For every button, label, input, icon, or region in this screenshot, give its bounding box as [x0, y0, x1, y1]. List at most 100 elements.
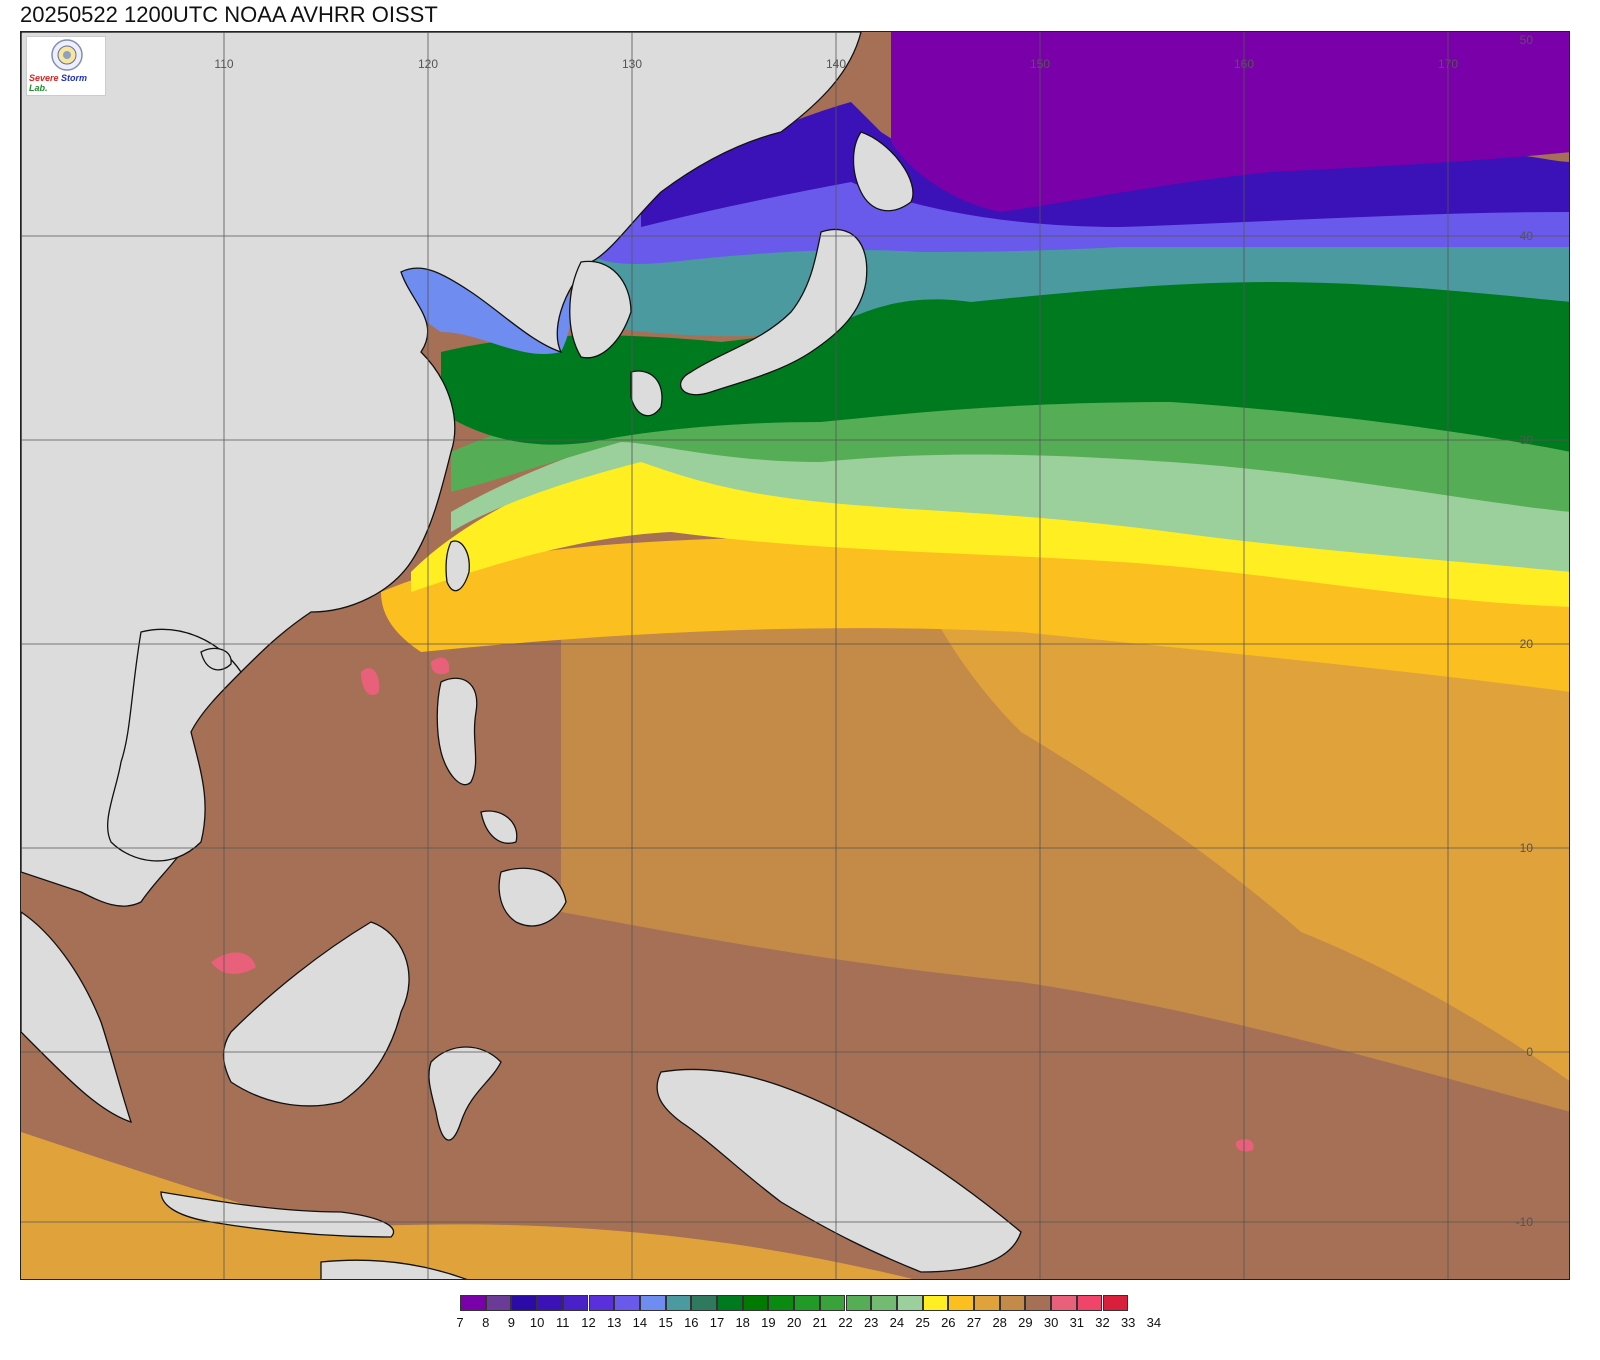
land-indochina: [107, 628, 242, 862]
lon-tick-label: 120: [418, 57, 438, 71]
land-malay-sumatra: [21, 911, 133, 1124]
land-luzon: [436, 677, 478, 786]
land-sulawesi: [428, 1046, 502, 1141]
sst-band-31-b: [361, 668, 380, 696]
land-kyushu: [630, 370, 663, 417]
map-title: 20250522 1200UTC NOAA AVHRR OISST: [20, 2, 438, 27]
land-hainan: [200, 647, 232, 671]
legend-swatch: [460, 1295, 486, 1311]
land-taiwan: [445, 540, 470, 592]
lon-tick-label: 130: [622, 57, 642, 71]
sst-band-10: [641, 102, 1569, 227]
legend-swatch: [1102, 1295, 1129, 1311]
logo-text: Severe Storm Lab.: [29, 73, 88, 93]
legend-swatch: [614, 1295, 640, 1311]
land-new-guinea: [656, 1068, 1022, 1273]
lat-tick-label: 10: [1520, 841, 1534, 855]
lon-tick-label: 140: [826, 57, 846, 71]
graticule: [21, 32, 1569, 1279]
legend-swatch: [691, 1295, 717, 1311]
sst-band-7: [891, 32, 1569, 212]
sst-band-26: [411, 452, 1569, 607]
legend-swatch: [639, 1295, 666, 1311]
legend-swatch: [794, 1295, 820, 1311]
legend-label: 22: [838, 1315, 853, 1330]
lat-tick-label: 30: [1520, 433, 1534, 447]
legend-label: 30: [1043, 1315, 1059, 1330]
legend-swatch: [742, 1295, 769, 1311]
legend-swatch: [768, 1295, 795, 1311]
legend-label: 18: [735, 1315, 750, 1330]
legend-swatch: [871, 1295, 897, 1311]
lon-tick-label: 170: [1438, 57, 1458, 71]
land-australia-top: [320, 1259, 468, 1279]
legend-label: 21: [812, 1315, 828, 1330]
legend-label: 19: [761, 1315, 776, 1330]
legend-label: 29: [1018, 1315, 1033, 1330]
legend-label: 13: [606, 1315, 622, 1330]
sst-band-31-c: [431, 657, 450, 675]
legend-label: 12: [581, 1315, 596, 1330]
land-java: [160, 1191, 394, 1238]
legend-swatch: [845, 1295, 872, 1311]
legend-label: 17: [709, 1315, 725, 1330]
legend-label: 15: [658, 1315, 673, 1330]
lat-tick-label: 20: [1520, 637, 1534, 651]
legend-swatch: [511, 1295, 538, 1311]
lon-tick-label: 110: [214, 57, 233, 71]
legend-label: 10: [529, 1315, 545, 1330]
legend-label: 26: [941, 1315, 956, 1330]
legend-label: 8: [482, 1315, 490, 1330]
map-frame: 110 120 130 140 150 160 170 50 40 30 20 10 0 -10: [20, 31, 1570, 1280]
sst-band-28b: [21, 1132, 513, 1279]
legend-swatch: [819, 1295, 846, 1311]
legend-label: 14: [632, 1315, 648, 1330]
sst-band-19: [441, 267, 1569, 452]
legend-swatch: [974, 1295, 1000, 1311]
legend-label: 28: [992, 1315, 1007, 1330]
legend-swatch: [665, 1295, 692, 1311]
legend-swatch: [1076, 1295, 1103, 1311]
legend-swatch: [896, 1295, 923, 1311]
land-mindanao: [498, 867, 567, 927]
lat-tick-label: 0: [1526, 1045, 1533, 1059]
legend-label: 32: [1095, 1315, 1110, 1330]
legend-swatch: [717, 1295, 743, 1311]
seal-icon: [51, 39, 83, 71]
land-korea: [569, 260, 632, 359]
legend-label: 27: [966, 1315, 982, 1330]
land-honshu: [679, 228, 868, 396]
legend-swatch: [1051, 1295, 1077, 1311]
legend-label: 23: [863, 1315, 879, 1330]
sst-band-28c: [271, 1224, 913, 1279]
legend-swatch: [537, 1295, 563, 1311]
sst-band-31-a: [211, 952, 256, 974]
legend-label: 31: [1069, 1315, 1085, 1330]
legend-swatch: [588, 1295, 615, 1311]
sst-band-28: [921, 591, 1569, 1081]
legend-swatch: [948, 1295, 974, 1311]
land-hokkaido: [852, 131, 914, 212]
lat-tick-label: 40: [1520, 229, 1534, 243]
legend-label: 7: [456, 1315, 464, 1330]
legend-label: 20: [786, 1315, 802, 1330]
legend-label: 24: [889, 1315, 905, 1330]
sst-map: 110 120 130 140 150 160 170 50 40 30 20 10 0 -10: [21, 32, 1569, 1279]
legend-swatch: [485, 1295, 512, 1311]
land-borneo: [222, 921, 410, 1107]
land-visayas: [480, 810, 518, 844]
legend-label: 33: [1120, 1315, 1136, 1330]
legend-label: 16: [684, 1315, 699, 1330]
lab-logo: Severe Storm Lab.: [26, 36, 106, 96]
lon-tick-label: 160: [1234, 57, 1254, 71]
lon-tick-label: 150: [1030, 57, 1050, 71]
tick-labels: 110 120 130 140 150 160 170 50 40 30 20 10 0 -10: [214, 33, 1533, 1229]
legend-label: 34: [1146, 1315, 1162, 1330]
legend-swatch: [999, 1295, 1026, 1311]
lat-tick-label: -10: [1516, 1215, 1534, 1229]
legend-label: 25: [915, 1315, 930, 1330]
legend-label: 11: [556, 1315, 570, 1330]
land: [21, 32, 1022, 1279]
sst-band-31-d: [1235, 1139, 1254, 1152]
legend-label: 9: [507, 1315, 516, 1330]
